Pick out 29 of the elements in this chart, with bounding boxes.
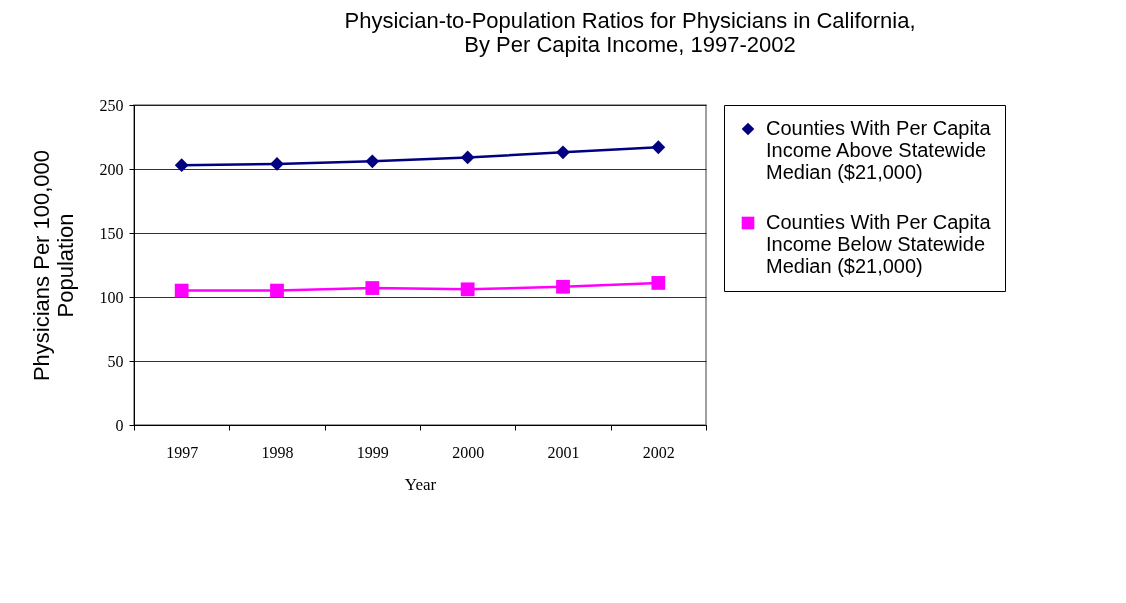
point [174,283,189,298]
point [460,150,475,165]
x-tick-label: 1997 [166,443,199,461]
chart-title: Physician-to-Population Ratios for Physicians in California, By Per Capita Income, 1997-2002 [344,8,916,57]
y-tick-label: 0 [115,416,124,434]
y-axis-title: Physicians Per 100,000 Population [28,149,78,382]
point [365,281,380,295]
y-tick-label: 50 [107,352,124,370]
point [270,156,284,171]
y-tick-label: 100 [99,288,124,306]
point [651,140,666,155]
x-axis-title: Year [404,474,437,494]
x-tick-label: 2001 [547,443,580,461]
point [174,158,189,173]
x-tick-label: 2000 [452,443,485,461]
point [460,282,475,297]
y-tick-label: 150 [99,224,124,242]
point [365,154,380,169]
point [651,276,666,290]
y-tick-label: 250 [99,96,124,114]
x-tick-label: 1999 [356,443,389,461]
x-tick-label: 2002 [642,443,675,461]
point [270,283,284,298]
y-tick-label: 200 [99,160,124,178]
point [556,145,570,160]
x-tick-label: 1998 [261,443,294,461]
legend-label: Counties With Per Capita Income Below Statewide Median ($21,000) [766,211,992,277]
legend-label: Counties With Per Capita Income Above Statewide Median ($21,000) [766,117,992,183]
point [556,279,570,294]
